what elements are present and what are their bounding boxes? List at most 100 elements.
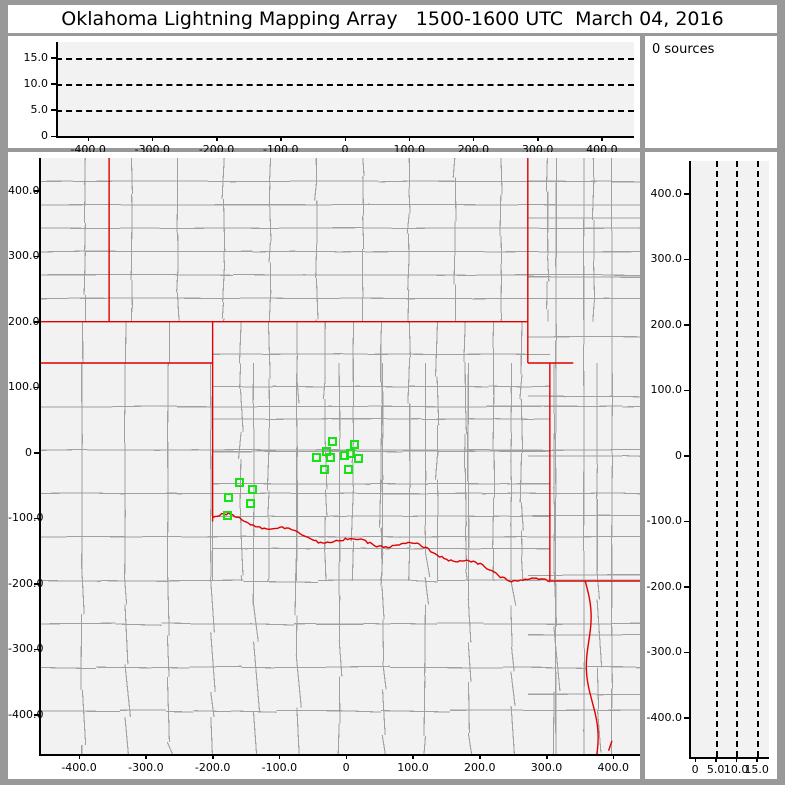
y-axis-line — [689, 161, 691, 757]
x-tick-label-7: 300.0 — [530, 761, 563, 774]
x-tick-label-1: -300.0 — [128, 761, 164, 774]
plan-view-map-plot-area[interactable] — [39, 158, 640, 754]
y-tick-label-8: 400.0 — [650, 186, 683, 200]
lma-source-marker[interactable] — [343, 464, 353, 474]
y-tick-1 — [51, 109, 56, 111]
y-tick-3 — [34, 517, 39, 520]
lma-source-marker[interactable] — [224, 492, 234, 502]
y-tick-3 — [684, 520, 689, 523]
y-tick-2 — [51, 83, 56, 85]
lma-source-marker[interactable] — [349, 439, 359, 449]
y-tick-5 — [684, 389, 689, 392]
y-tick-label-4: 0 — [25, 445, 32, 459]
y-axis-line — [56, 42, 58, 136]
y-tick-label-3: 15.0 — [23, 50, 49, 64]
x-tick-label-8: 400.0 — [597, 761, 630, 774]
y-tick-label-0: 0 — [41, 129, 48, 142]
lma-source-marker[interactable] — [222, 511, 232, 521]
y-tick-label-5: 100.0 — [8, 380, 40, 394]
y-tick-4 — [684, 455, 689, 457]
x-tick-4 — [345, 754, 348, 759]
x-tick-label-4: 0 — [342, 761, 350, 774]
x-tick-4 — [344, 136, 346, 141]
y-tick-6 — [34, 321, 39, 323]
y-tick-label-5: 100.0 — [650, 383, 683, 397]
time-height-panel: 0 5.0 10.0 15.0 -400.0 -300.0 -200.0 -100.0 0 100… — [8, 36, 640, 156]
y-tick-label-7: 300.0 — [650, 252, 683, 266]
gridline-x-10 — [736, 161, 739, 757]
y-tick-label-2: -200.0 — [8, 576, 44, 590]
x-tick-label-3: 15.0 — [744, 763, 769, 776]
gridline-y-5 — [56, 109, 634, 112]
y-tick-2 — [684, 586, 689, 588]
lma-source-marker[interactable] — [325, 453, 335, 463]
y-tick-1 — [684, 651, 689, 654]
gridline-x-5 — [715, 161, 718, 757]
y-tick-7 — [684, 258, 689, 261]
y-tick-8 — [34, 190, 39, 192]
x-tick-1 — [151, 136, 154, 141]
x-tick-6 — [479, 754, 481, 759]
x-tick-2 — [216, 136, 218, 141]
lma-source-marker[interactable] — [345, 448, 355, 458]
y-tick-label-7: 300.0 — [8, 249, 40, 263]
y-tick-label-0: -400.0 — [8, 707, 44, 721]
y-tick-label-6: 200.0 — [650, 317, 683, 331]
y-tick-5 — [34, 386, 39, 389]
x-tick-0 — [87, 136, 90, 141]
x-tick-7 — [537, 136, 539, 141]
x-tick-7 — [546, 754, 548, 759]
x-tick-2 — [735, 757, 738, 762]
y-tick-label-2: -200.0 — [646, 579, 682, 593]
height-east-plot-area[interactable] — [689, 161, 769, 757]
map-geography — [39, 158, 640, 754]
x-tick-3 — [278, 754, 281, 759]
y-tick-7 — [34, 255, 39, 258]
y-tick-label-3: -100.0 — [8, 511, 44, 525]
lma-source-marker[interactable] — [246, 499, 256, 509]
page-title: Oklahoma Lightning Mapping Array 1500-16… — [61, 8, 724, 30]
y-tick-label-8: 400.0 — [8, 183, 40, 197]
height-east-panel: -400.0 -300.0 -200.0 -100.0 0 100.0 200.0 300.0… — [645, 152, 777, 779]
y-tick-2 — [34, 583, 39, 585]
gridline-x-15 — [756, 161, 759, 757]
x-tick-label-0: 0 — [691, 763, 699, 776]
source-count-panel: 0 sources — [645, 36, 777, 148]
y-tick-label-6: 200.0 — [8, 314, 40, 328]
x-tick-8 — [601, 136, 603, 141]
x-tick-label-4: 0 — [341, 143, 349, 156]
gridline-y-15 — [56, 57, 634, 60]
gridline-y-10 — [56, 83, 634, 86]
y-axis-line — [39, 158, 41, 754]
lma-source-marker[interactable] — [327, 437, 337, 447]
x-tick-label-5: 100.0 — [397, 761, 429, 774]
x-tick-label-6: 200.0 — [463, 761, 496, 774]
y-tick-label-3: -100.0 — [646, 514, 682, 528]
title-bar: Oklahoma Lightning Mapping Array 1500-16… — [8, 5, 777, 33]
lma-source-marker[interactable] — [319, 465, 329, 475]
x-tick-label-3: -100.0 — [261, 761, 298, 774]
y-tick-0 — [684, 717, 689, 719]
lma-source-marker[interactable] — [339, 450, 349, 460]
lma-source-marker[interactable] — [248, 484, 258, 494]
source-count-label: 0 sources — [652, 42, 715, 57]
x-tick-8 — [612, 754, 615, 759]
y-tick-8 — [684, 193, 689, 195]
x-tick-3 — [280, 136, 282, 141]
y-tick-label-4: 0 — [675, 448, 682, 462]
y-tick-label-1: 5.0 — [30, 102, 49, 116]
lma-source-marker[interactable] — [312, 452, 322, 462]
y-tick-0 — [51, 135, 56, 137]
y-tick-6 — [684, 324, 689, 326]
time-height-plot-area[interactable] — [56, 42, 634, 136]
y-tick-label-0: -400.0 — [646, 710, 682, 724]
y-tick-4 — [34, 452, 39, 454]
lma-source-marker[interactable] — [234, 478, 244, 488]
lma-source-marker[interactable] — [354, 454, 364, 464]
x-tick-label-0: -400.0 — [61, 761, 97, 774]
y-tick-3 — [51, 57, 56, 59]
x-tick-0 — [694, 757, 697, 762]
y-tick-label-2: 10.0 — [23, 76, 49, 90]
x-tick-label-2: -200.0 — [194, 761, 231, 774]
